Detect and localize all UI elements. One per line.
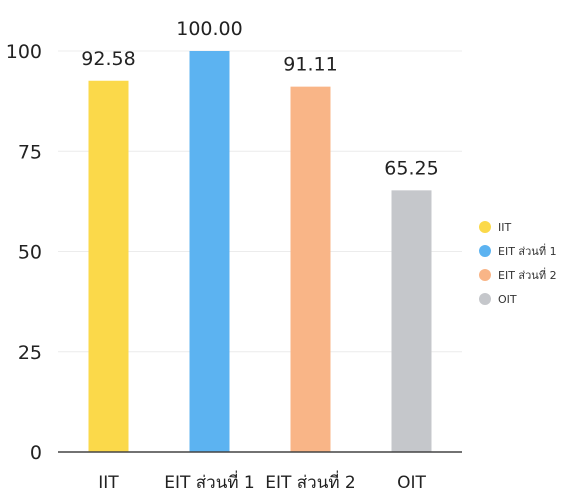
bar (88, 80, 129, 452)
data-labels: 92.58 100.00 91.11 65.25 (81, 18, 438, 179)
legend-label: EIT ส่วนที่ 2 (498, 267, 557, 282)
legend-marker (479, 269, 491, 281)
y-tick-label: 0 (30, 442, 42, 464)
legend-marker (479, 293, 491, 305)
bars (88, 51, 432, 453)
data-label: 65.25 (384, 157, 438, 179)
legend-label: OIT (498, 293, 517, 306)
legend-marker (479, 245, 491, 257)
y-tick-label: 25 (18, 342, 42, 364)
x-category-label: OIT (397, 473, 426, 493)
data-label: 100.00 (176, 18, 242, 40)
y-tick-label: 50 (18, 242, 42, 264)
legend: IIT EIT ส่วนที่ 1 EIT ส่วนที่ 2 OIT (479, 221, 557, 306)
bar (189, 51, 230, 452)
y-tick-label: 100 (6, 41, 42, 63)
data-label: 91.11 (283, 54, 337, 76)
bar (391, 190, 432, 452)
x-category-label: EIT ส่วนที่ 2 (265, 470, 356, 493)
legend-label: EIT ส่วนที่ 1 (498, 243, 557, 258)
x-category-label: IIT (98, 473, 119, 493)
y-axis-ticks: 0 25 50 75 100 (6, 41, 42, 464)
x-category-label: EIT ส่วนที่ 1 (164, 470, 255, 493)
legend-marker (479, 221, 491, 233)
data-label: 92.58 (81, 48, 135, 70)
bar (290, 86, 331, 453)
y-tick-label: 75 (18, 141, 42, 163)
legend-label: IIT (498, 221, 511, 234)
x-axis-categories: IIT EIT ส่วนที่ 1 EIT ส่วนที่ 2 OIT (98, 470, 426, 493)
